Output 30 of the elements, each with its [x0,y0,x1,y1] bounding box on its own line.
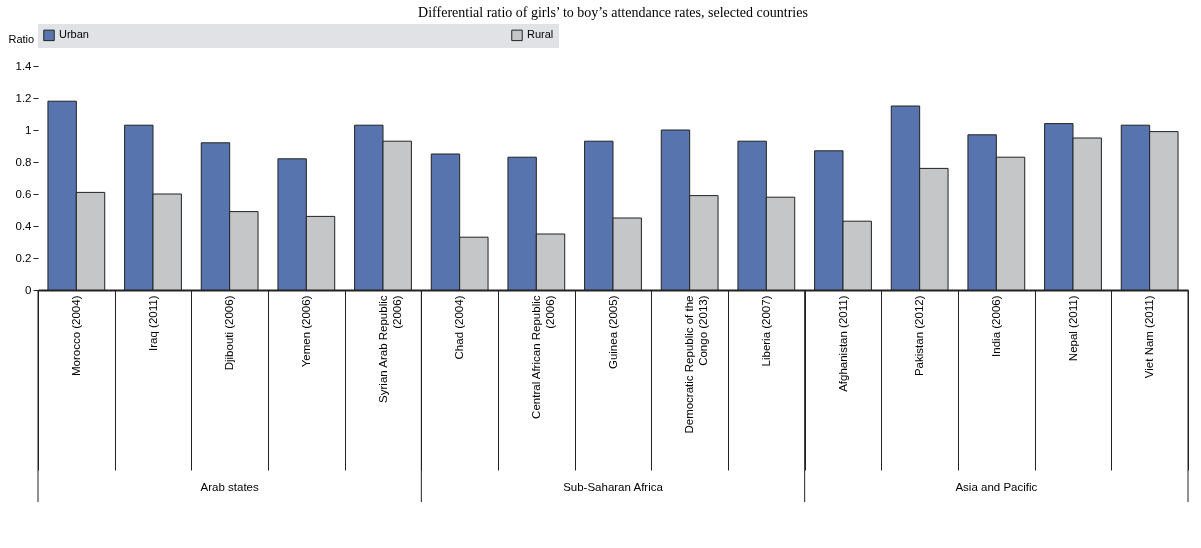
y-tick-label: 0 [25,283,32,296]
x-tick-label: Afghanistan (2011) [836,295,849,392]
x-tick-label: Liberia (2007) [759,295,772,367]
y-tick-label: 1 [25,123,32,136]
y-tick-label: 0.6 [15,187,32,200]
x-tick-label: Pakistan (2012) [913,295,926,377]
x-tick-label: Viet Nam (2011) [1143,295,1156,379]
y-axis-title: Ratio [8,32,35,45]
x-tick-label: Morocco (2004) [69,295,82,377]
text: Asia and Pacific [955,481,1038,493]
y-tick-label: 1.2 [15,91,32,104]
text: Sub-Saharan Africa [563,481,664,493]
x-tick-label: Guinea (2005) [606,295,619,370]
x-tick-label: Nepal (2011) [1066,295,1079,362]
x-tick-label: Chad (2004) [453,295,466,360]
chart-title: Differential ratio of girls’ to boy’s attendance rates, selected countries [418,5,808,20]
x-tick-label: Yemen (2006) [299,295,312,368]
legend-label: Rural [527,28,554,41]
y-tick-label: 0.4 [15,219,33,232]
x-tick-label: Democratic Republic of the Congo (2013) [683,295,710,434]
y-tick-label: 0.8 [15,155,32,168]
x-tick-label: Syrian Arab Republic (2006) [376,295,403,403]
y-tick-label: 0.2 [15,251,32,264]
text: Arab states [200,481,259,493]
x-tick-label: Djibouti (2006) [223,295,236,371]
x-tick-label: Central African Republic (2006) [529,295,556,419]
y-tick-label: 1.4 [15,59,33,72]
x-tick-label: Iraq (2011) [146,295,159,351]
x-tick-label: India (2006) [989,295,1002,357]
legend-label: Urban [59,28,89,41]
